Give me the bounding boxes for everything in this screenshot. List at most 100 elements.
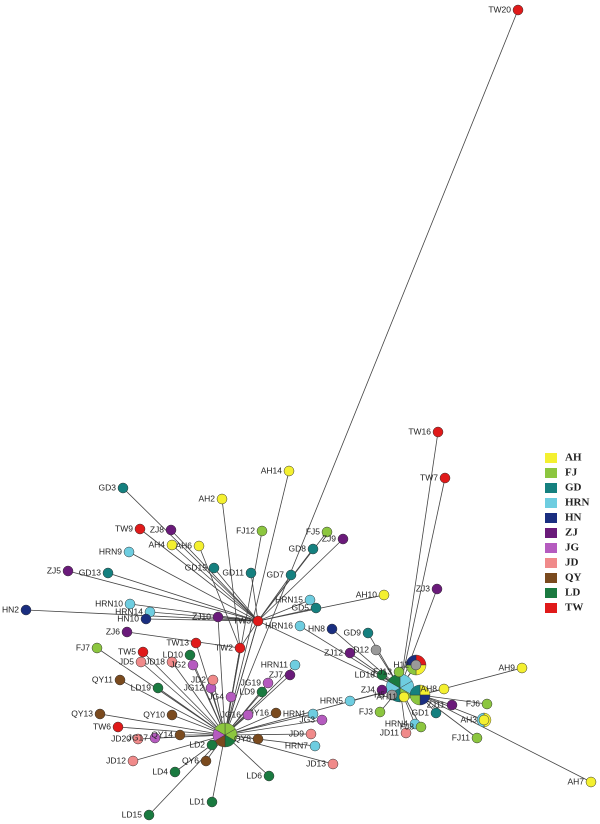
edge — [67, 570, 259, 622]
haplotype-node — [321, 526, 333, 538]
node-label: LD19 — [131, 682, 152, 692]
edge — [217, 616, 226, 736]
node-label: FJ7 — [76, 642, 90, 652]
node-label: ZJ6 — [106, 626, 120, 636]
legend-label: FJ — [565, 467, 578, 479]
haplotype-node — [307, 708, 319, 720]
node-label: AH14 — [261, 465, 283, 475]
haplotype-node — [309, 740, 321, 752]
edge — [399, 588, 438, 689]
edge — [122, 487, 259, 622]
edge — [224, 713, 314, 736]
edge — [224, 470, 290, 736]
haplotype-node — [362, 627, 374, 639]
node-label: LD2 — [189, 739, 205, 749]
haplotype-node — [112, 721, 124, 733]
legend-swatch — [545, 558, 557, 568]
node-label: ZJ9 — [322, 533, 336, 543]
haplotype-node — [166, 539, 178, 551]
node-label: JD2 — [191, 674, 206, 684]
node-label: GD3 — [99, 482, 117, 492]
haplotype-node — [430, 707, 442, 719]
legend-label: AH — [565, 452, 582, 464]
node-label: ZJ8 — [150, 524, 164, 534]
edge — [171, 661, 226, 736]
haplotype-node — [270, 707, 282, 719]
haplotype-node — [326, 623, 338, 635]
edge — [224, 674, 291, 736]
legend-swatch — [545, 498, 557, 508]
haplotype-node — [446, 699, 458, 711]
haplotype-node — [114, 674, 126, 686]
haplotype-node — [438, 683, 450, 695]
legend-label: HRN — [565, 497, 590, 509]
legend-label: QY — [565, 572, 582, 584]
haplotype-node — [94, 708, 106, 720]
haplotype-node — [431, 583, 443, 595]
haplotype-node — [234, 642, 246, 654]
haplotype-node — [165, 524, 177, 536]
edge — [107, 572, 259, 622]
haplotype-node — [370, 644, 382, 656]
node-label: TW7 — [420, 472, 438, 482]
edge — [157, 687, 226, 736]
haplotype-node — [432, 426, 444, 438]
haplotype-node — [284, 669, 296, 681]
haplotype-node — [137, 646, 149, 658]
edge — [419, 694, 488, 705]
haplotype-node — [132, 733, 144, 745]
legend-label: JD — [565, 557, 579, 569]
node-label: ZJ12 — [324, 647, 343, 657]
node-label: HRN14 — [115, 606, 143, 616]
haplotype-node — [242, 709, 254, 721]
legend-swatch — [545, 528, 557, 538]
node-label: JD12 — [106, 755, 126, 765]
edge — [119, 679, 226, 736]
legend-swatch — [545, 543, 557, 553]
node-label: AH10 — [356, 589, 378, 599]
node-label: FJ13 — [373, 666, 392, 676]
legend-swatch — [545, 453, 557, 463]
haplotype-node — [184, 649, 196, 661]
edge — [198, 545, 241, 649]
haplotype-node — [285, 569, 297, 581]
edge — [257, 599, 311, 622]
haplotype-node — [124, 598, 136, 610]
edge — [132, 734, 226, 762]
node-label: QY6 — [182, 755, 199, 765]
hub-slice — [409, 694, 421, 706]
haplotype-node — [304, 594, 316, 606]
node-label: JD13 — [306, 758, 326, 768]
node-label: TW2 — [215, 642, 233, 652]
edge — [128, 551, 259, 622]
node-label: JD11 — [380, 727, 399, 737]
edges — [25, 9, 592, 816]
node-label: JD18 — [145, 656, 165, 666]
node-label: LD1 — [189, 796, 205, 806]
haplotype-node — [117, 482, 129, 494]
node-label: TW20 — [488, 4, 511, 14]
haplotype-node — [294, 620, 306, 632]
haplotype-node — [263, 770, 275, 782]
node-label: ZJ3 — [416, 583, 430, 593]
node-label: AH4 — [148, 539, 165, 549]
haplotype-node — [200, 755, 212, 767]
node-label: GD5 — [292, 602, 310, 612]
haplotype-node — [481, 698, 493, 710]
haplotype-node — [305, 728, 317, 740]
node-label: QY10 — [143, 709, 165, 719]
edge — [129, 603, 259, 622]
haplotype-node — [127, 755, 139, 767]
legend-label: TW — [565, 602, 583, 614]
edge — [224, 9, 519, 736]
haplotype-node — [216, 493, 228, 505]
node-label: HRN5 — [320, 695, 343, 705]
node-label: H5 — [374, 689, 385, 699]
legend-swatch — [545, 483, 557, 493]
node-label: TW5 — [118, 646, 136, 656]
node-label: ZJ10 — [192, 611, 211, 621]
edge — [257, 538, 344, 622]
haplotype-node — [337, 533, 349, 545]
node-label: TW6 — [93, 721, 111, 731]
